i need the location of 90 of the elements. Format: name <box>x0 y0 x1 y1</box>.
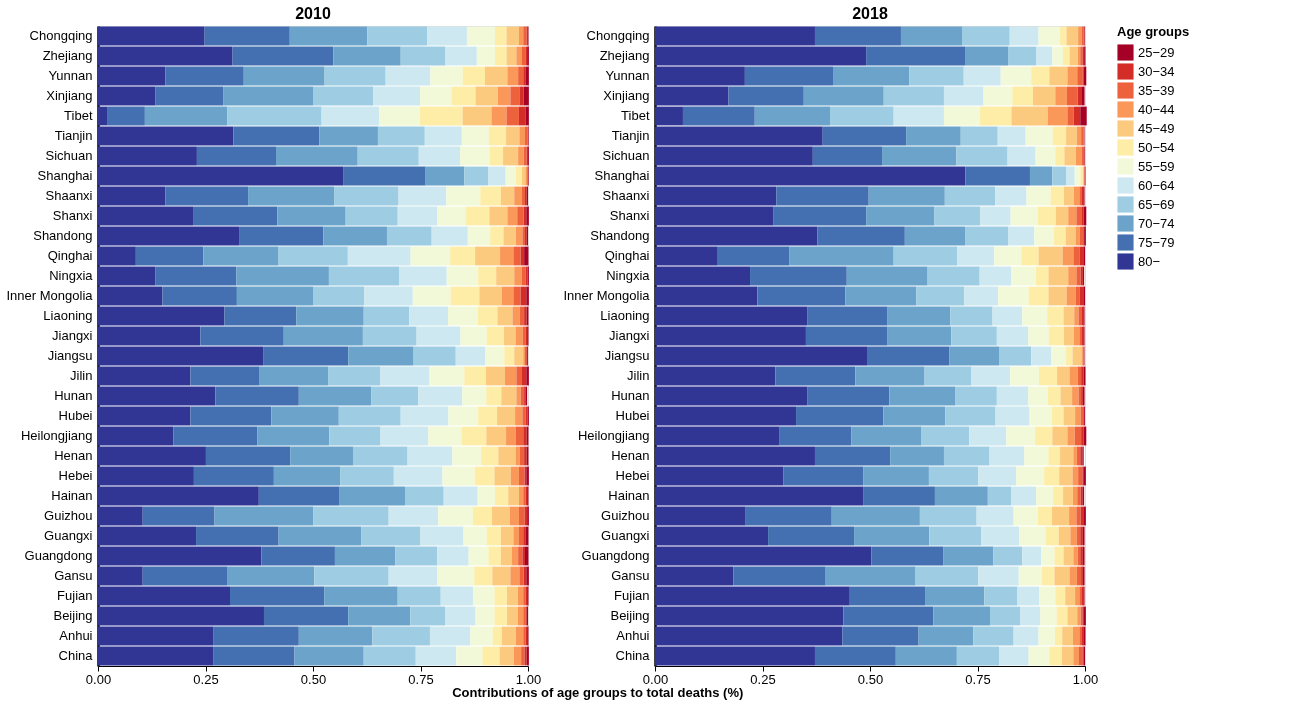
y-tick-label: Tibet <box>621 108 650 123</box>
y-tick-label: Shanxi <box>609 208 650 223</box>
y-tick-label: Guangdong <box>581 548 650 563</box>
y-tick-label: Shaanxi <box>45 188 93 203</box>
x-tick-label: 0.75 <box>965 671 991 687</box>
y-tick-label: Jilin <box>627 368 650 383</box>
legend-label: 75−79 <box>1138 234 1175 250</box>
legend-label: 70−74 <box>1138 215 1175 231</box>
legend-label: 25−29 <box>1138 44 1175 60</box>
y-tick-label: Guizhou <box>601 508 650 523</box>
y-tick-label: Anhui <box>59 628 93 643</box>
y-tick-label: Sichuan <box>602 148 650 163</box>
y-tick-label: Jiangsu <box>47 348 93 363</box>
y-tick-label: Gansu <box>611 568 650 583</box>
y-tick-label: Hunan <box>54 388 93 403</box>
y-tick-label: Tibet <box>64 108 93 123</box>
y-tick-label: Inner Mongolia <box>563 288 651 303</box>
y-tick-label: Fujian <box>614 588 650 603</box>
y-tick-label: Shanxi <box>52 208 93 223</box>
y-tick-label: Inner Mongolia <box>6 288 94 303</box>
y-tick-label: Zhejiang <box>599 48 650 63</box>
y-tick-label: Heilongjiang <box>577 428 650 443</box>
legend-label: 50−54 <box>1138 139 1175 155</box>
legend-label: 35−39 <box>1138 82 1175 98</box>
y-tick-label: Gansu <box>54 568 93 583</box>
legend-label: 30−34 <box>1138 63 1175 79</box>
x-tick-label: 0.75 <box>408 671 434 687</box>
x-tick-label: 0.25 <box>193 671 219 687</box>
y-tick-label: China <box>58 648 94 663</box>
y-tick-label: Ningxia <box>606 268 651 283</box>
y-tick-label: Zhejiang <box>42 48 93 63</box>
y-tick-label: Shandong <box>33 228 93 243</box>
y-tick-label: China <box>615 648 651 663</box>
y-tick-label: Guangxi <box>601 528 650 543</box>
legend-label: 80− <box>1138 253 1161 269</box>
chart-title: 2018 <box>852 5 888 22</box>
y-tick-label: Hainan <box>51 488 93 503</box>
y-tick-label: Chongqing <box>586 28 650 43</box>
y-tick-label: Jilin <box>70 368 93 383</box>
legend-label: 45−49 <box>1138 120 1175 136</box>
y-tick-label: Henan <box>611 448 650 463</box>
x-tick-label: 0.50 <box>300 671 327 687</box>
y-tick-label: Yunnan <box>48 68 93 83</box>
y-tick-label: Hebei <box>58 468 93 483</box>
x-tick-label: 0.00 <box>85 671 112 687</box>
y-tick-label: Guangxi <box>44 528 93 543</box>
y-tick-label: Guizhou <box>44 508 93 523</box>
y-tick-label: Hubei <box>58 408 93 423</box>
y-tick-label: Liaoning <box>43 308 93 323</box>
x-tick-label: 1.00 <box>1072 671 1099 687</box>
y-tick-label: Hubei <box>615 408 650 423</box>
y-tick-label: Jiangxi <box>52 328 93 343</box>
y-tick-label: Chongqing <box>29 28 93 43</box>
legend-title: Age groups <box>1117 24 1190 39</box>
y-tick-label: Jiangxi <box>609 328 650 343</box>
chart-title: 2010 <box>295 5 331 22</box>
y-tick-label: Hunan <box>611 388 650 403</box>
legend-label: 55−59 <box>1138 158 1175 174</box>
y-tick-label: Hainan <box>608 488 650 503</box>
y-tick-label: Hebei <box>615 468 650 483</box>
y-tick-label: Tianjin <box>54 128 93 143</box>
y-tick-label: Shandong <box>590 228 650 243</box>
y-tick-label: Guangdong <box>24 548 93 563</box>
y-tick-label: Fujian <box>57 588 93 603</box>
y-tick-label: Yunnan <box>605 68 650 83</box>
x-tick-label: 0.50 <box>857 671 884 687</box>
legend-label: 60−64 <box>1138 177 1175 193</box>
x-tick-label: 0.00 <box>642 671 669 687</box>
y-tick-label: Sichuan <box>45 148 93 163</box>
y-tick-label: Xinjiang <box>603 88 650 103</box>
x-axis-title: Contributions of age groups to total deaths (%) <box>452 684 744 700</box>
x-tick-label: 1.00 <box>515 671 542 687</box>
y-tick-label: Shanghai <box>594 168 650 183</box>
y-tick-label: Shanghai <box>37 168 93 183</box>
y-tick-label: Liaoning <box>600 308 650 323</box>
y-tick-label: Anhui <box>616 628 650 643</box>
y-tick-label: Tianjin <box>611 128 650 143</box>
y-tick-label: Jiangsu <box>604 348 650 363</box>
y-tick-label: Qinghai <box>604 248 650 263</box>
y-tick-label: Beijing <box>610 608 650 623</box>
y-tick-label: Shaanxi <box>602 188 650 203</box>
y-tick-label: Ningxia <box>49 268 94 283</box>
y-tick-label: Beijing <box>53 608 93 623</box>
y-tick-label: Heilongjiang <box>20 428 93 443</box>
y-tick-label: Qinghai <box>47 248 93 263</box>
legend-label: 65−69 <box>1138 196 1175 212</box>
y-tick-label: Xinjiang <box>46 88 93 103</box>
x-tick-label: 0.25 <box>750 671 776 687</box>
legend-label: 40−44 <box>1138 101 1175 117</box>
y-tick-label: Henan <box>54 448 93 463</box>
